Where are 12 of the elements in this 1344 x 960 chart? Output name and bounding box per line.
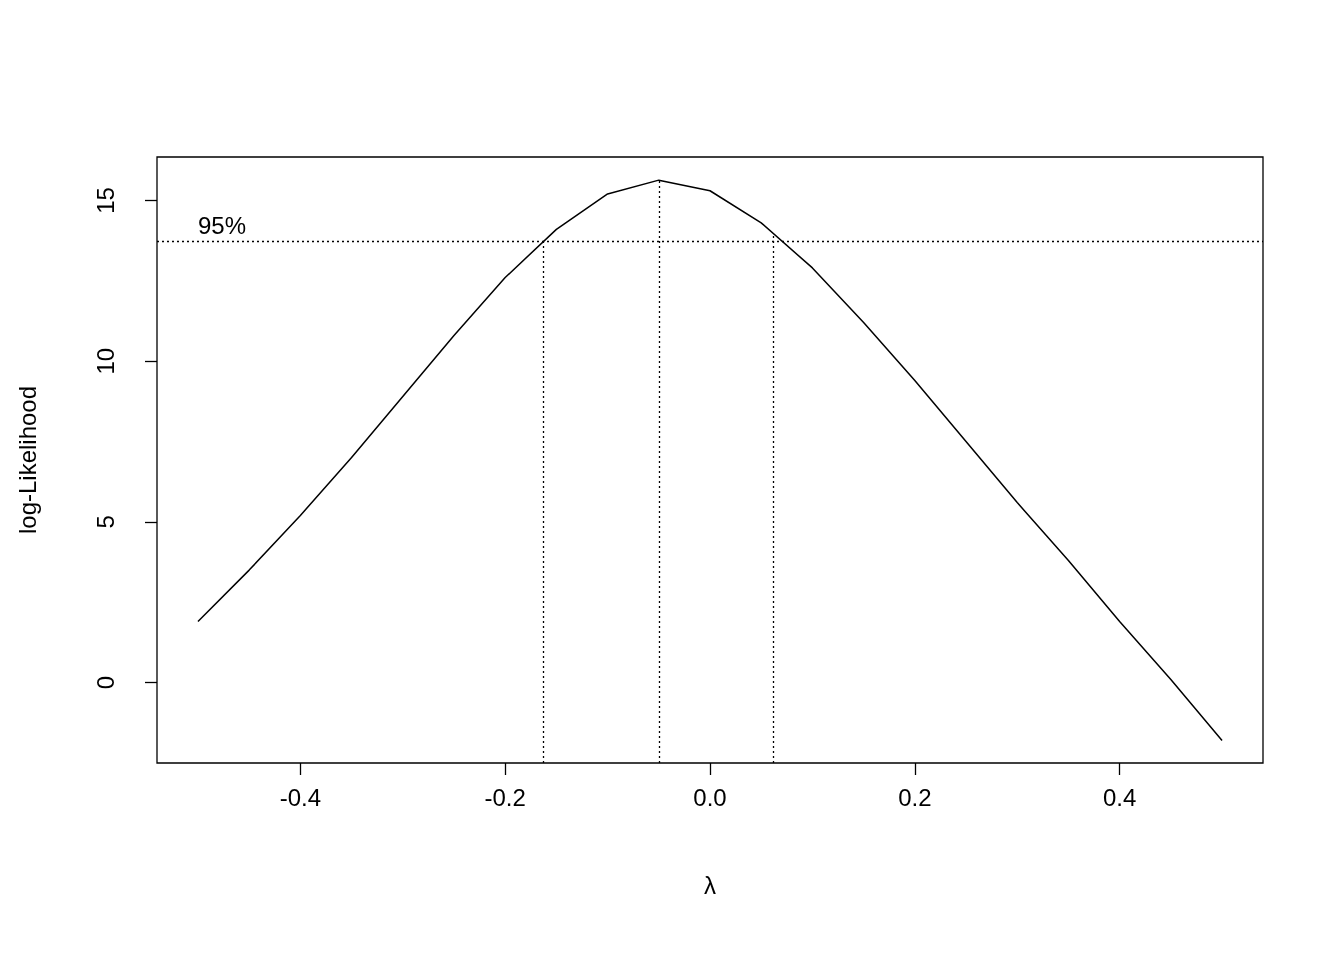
x-tick-label: -0.2	[484, 783, 526, 811]
y-tick-label: 0	[91, 675, 119, 690]
x-axis-title: λ	[704, 871, 716, 899]
x-tick-label: -0.4	[279, 783, 322, 811]
x-tick-label: 0.0	[693, 783, 727, 811]
y-axis-title: log-Likelihood	[13, 385, 41, 535]
y-tick-label: 10	[91, 347, 119, 375]
y-tick-label: 15	[91, 187, 119, 214]
x-tick-label: 0.4	[1102, 783, 1137, 811]
annotation: 95%	[197, 211, 247, 239]
x-tick-label: 0.2	[898, 783, 932, 811]
y-tick-label: 5	[91, 515, 119, 529]
